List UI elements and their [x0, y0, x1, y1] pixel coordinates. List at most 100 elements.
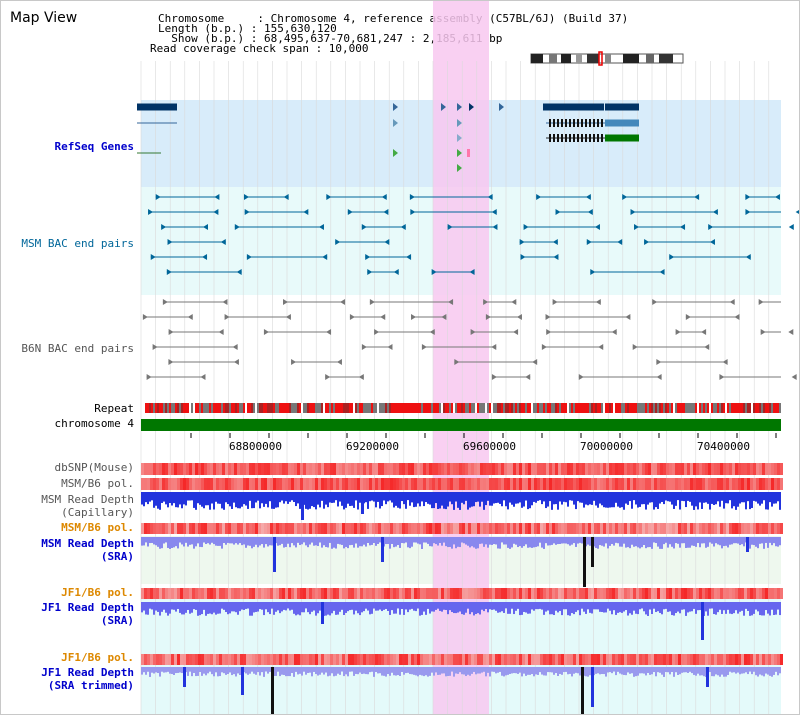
heat-strip-cell — [582, 478, 585, 490]
heat-strip-cell — [630, 523, 633, 534]
read-depth-bar — [207, 602, 209, 614]
bac-end-marker — [590, 269, 596, 275]
bac-end-marker — [441, 314, 447, 320]
heat-strip-cell — [669, 463, 672, 475]
heat-strip-cell — [579, 523, 582, 534]
heat-strip-cell — [618, 463, 621, 475]
read-depth-bar — [403, 492, 405, 505]
bac-end-marker — [541, 344, 547, 350]
heat-strip-cell — [219, 523, 222, 534]
heat-strip-cell — [147, 654, 150, 665]
read-depth-bar — [291, 667, 293, 674]
read-depth-bar — [585, 667, 587, 677]
heat-strip-cell — [648, 523, 651, 534]
heat-strip-cell — [270, 463, 273, 475]
read-depth-bar — [435, 667, 437, 673]
read-depth-bar — [159, 667, 161, 677]
read-depth-bar — [645, 537, 647, 549]
heat-strip-cell — [756, 478, 759, 490]
repeat-mark — [197, 403, 199, 413]
heat-strip-cell — [642, 463, 645, 475]
heat-strip-cell — [273, 478, 276, 490]
heat-strip-cell — [342, 463, 345, 475]
heat-strip-cell — [399, 478, 402, 490]
read-depth-bar — [297, 537, 299, 543]
heat-strip-cell — [195, 523, 198, 534]
read-depth-bar — [597, 667, 599, 674]
heat-strip-cell — [462, 478, 465, 490]
read-depth-bar — [527, 602, 529, 614]
read-depth-bar — [457, 492, 459, 508]
heat-strip-cell — [333, 654, 336, 665]
repeat-mark — [305, 403, 307, 413]
heat-strip-cell — [753, 463, 756, 475]
repeat-mark — [355, 403, 357, 413]
read-depth-bar — [293, 667, 295, 677]
heat-strip-cell — [762, 478, 765, 490]
heat-strip-cell — [216, 523, 219, 534]
repeat-mark — [245, 403, 247, 413]
track-label-b6n-bac[interactable]: B6N BAC end pairs — [21, 342, 134, 355]
repeat-mark — [525, 403, 527, 413]
bac-end-marker — [369, 299, 375, 305]
read-depth-bar — [571, 602, 573, 614]
heat-strip-cell — [693, 478, 696, 490]
heat-strip-cell — [231, 523, 234, 534]
heat-strip-cell — [360, 463, 363, 475]
read-depth-bar — [305, 602, 307, 609]
read-depth-bar — [463, 537, 465, 544]
heat-strip-cell — [477, 463, 480, 475]
read-depth-bar — [303, 537, 305, 543]
track-label-refseq[interactable]: RefSeq Genes — [54, 140, 134, 153]
heat-strip-cell — [597, 478, 600, 490]
repeat-mark — [581, 403, 583, 413]
heat-strip-cell — [522, 523, 525, 534]
heat-strip-cell — [666, 588, 669, 599]
heat-strip-cell — [555, 588, 558, 599]
repeat-mark — [539, 403, 541, 413]
read-depth-bar — [445, 492, 447, 510]
read-depth-bar — [761, 492, 763, 504]
read-depth-bar — [531, 492, 533, 506]
repeat-mark — [201, 403, 203, 413]
read-depth-bar — [647, 667, 649, 673]
read-depth-bar — [301, 667, 303, 676]
read-depth-bar — [209, 667, 211, 672]
heat-strip-cell — [372, 463, 375, 475]
heat-strip-cell — [387, 654, 390, 665]
repeat-mark — [621, 403, 623, 413]
read-depth-bar — [447, 492, 449, 507]
bac-end-marker — [234, 224, 240, 230]
read-depth-bar — [209, 537, 211, 545]
heat-strip-cell — [492, 478, 495, 490]
read-depth-bar — [471, 492, 473, 507]
read-depth-bar — [639, 602, 641, 610]
heat-strip-cell — [252, 463, 255, 475]
heat-strip-cell — [642, 588, 645, 599]
read-depth-bar — [703, 537, 705, 544]
read-depth-bar — [747, 492, 749, 502]
gene-strand-arrow — [457, 103, 462, 111]
repeat-mark — [689, 403, 691, 413]
read-depth-bar — [275, 667, 277, 676]
read-depth-bar — [593, 492, 595, 501]
read-depth-bar — [205, 602, 207, 616]
heat-strip-cell — [228, 523, 231, 534]
repeat-mark — [357, 403, 359, 413]
heat-strip-cell — [159, 463, 162, 475]
track-label-msm-bac[interactable]: MSM BAC end pairs — [21, 237, 134, 250]
heat-strip-cell — [144, 463, 147, 475]
bac-end-marker — [652, 299, 658, 305]
bac-end-marker — [335, 239, 341, 245]
read-depth-bar — [161, 537, 163, 549]
read-depth-bar — [571, 667, 573, 677]
heat-strip-cell — [492, 463, 495, 475]
heat-strip-cell — [507, 588, 510, 599]
read-depth-bar — [407, 602, 409, 613]
read-depth-bar — [733, 492, 735, 507]
heat-strip-cell — [189, 523, 192, 534]
read-depth-bar — [551, 602, 553, 615]
read-depth-bar — [565, 602, 567, 610]
repeat-mark — [527, 403, 529, 413]
